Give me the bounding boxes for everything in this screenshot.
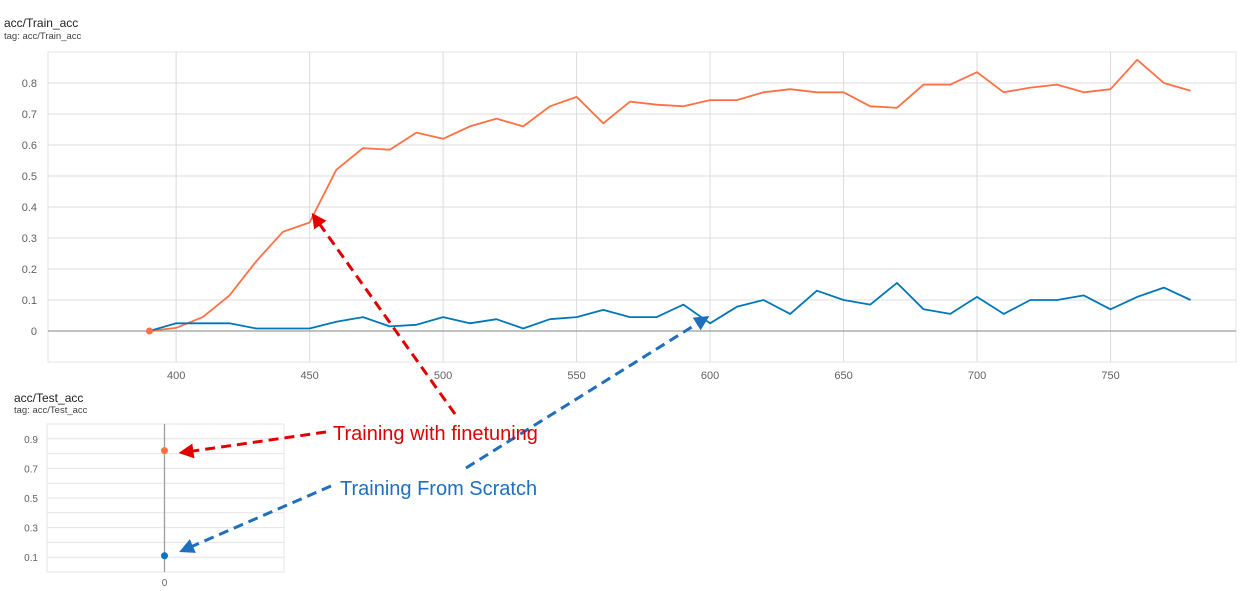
train-x-tick-label: 550 [567,370,585,382]
train-series-start-point [145,327,153,335]
test-x-tick-label: 0 [162,578,168,589]
train-chart-tag: tag: acc/Train_acc [4,31,82,42]
train-series-layer [145,58,1191,335]
train-x-tick-label: 750 [1101,370,1119,382]
test-y-tick-label: 0.9 [24,435,38,446]
train-x-tick-label: 600 [701,370,719,382]
test-point-scratch [161,552,168,560]
train-y-tick-label: 0.4 [22,202,37,214]
finetune-arrow-to-train [311,212,457,415]
test-y-axis: 0.1 0.3 0.5 0.7 0.9 [24,435,38,564]
train-x-tick-label: 400 [167,370,185,382]
train-y-tick-label: 0.1 [22,295,37,307]
scratch-arrow-to-test [179,484,332,553]
test-chart-title: acc/Test_acc [14,391,84,405]
scratch-arrow-to-train [465,316,710,470]
train-x-tick-label: 500 [434,370,452,382]
train-series-line-scratch [149,281,1191,332]
train-x-tick-label: 450 [300,370,318,382]
finetune-annotation-label: Training with finetuning [333,423,538,445]
train-x-axis: 400 450 500 550 600 650 700 750 [167,370,1120,382]
train-y-tick-label: 0.5 [22,171,37,183]
train-x-tick-label: 700 [968,370,986,382]
train-y-tick-label: 0.2 [22,264,37,276]
finetune-arrow-to-test [178,430,327,459]
test-chart-tag: tag: acc/Test_acc [14,405,88,416]
train-series-line-finetune [149,58,1191,332]
test-x-axis: 0 [162,578,168,589]
train-x-tick-label: 650 [834,370,852,382]
test-y-tick-label: 0.3 [24,524,38,535]
train-y-tick-label: 0 [31,326,37,338]
train-chart-title: acc/Train_acc [4,16,79,30]
train-y-tick-label: 0.8 [22,78,37,90]
train-y-tick-label: 0.6 [22,140,37,152]
test-series-layer [161,447,168,560]
train-y-axis: 0 0.1 0.2 0.3 0.4 0.5 0.6 0.7 0.8 [22,78,37,338]
train-grid [47,51,1237,363]
test-grid [46,423,285,573]
test-y-tick-label: 0.5 [24,494,38,505]
train-y-tick-label: 0.3 [22,233,37,245]
test-y-tick-label: 0.7 [24,464,38,475]
scratch-annotation-label: Training From Scratch [340,478,537,500]
train-y-tick-label: 0.7 [22,109,37,121]
test-point-finetune [161,447,168,455]
test-y-tick-label: 0.1 [24,553,38,564]
